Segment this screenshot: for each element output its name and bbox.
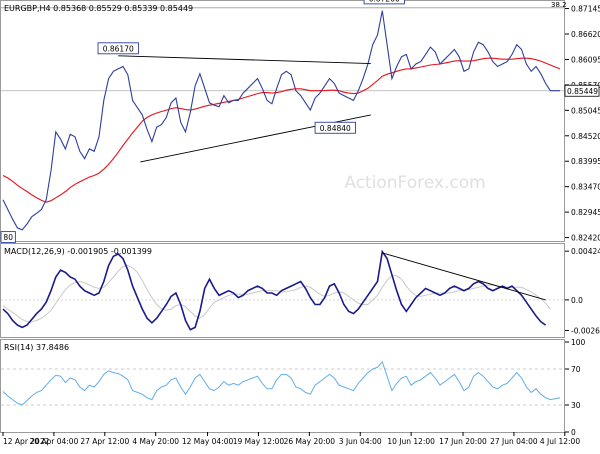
price-series-line <box>2 10 560 231</box>
macd-y-tick-label: -0.002667 <box>571 326 600 335</box>
ma-series-line <box>2 57 561 203</box>
price-y-tick-label: 0.83995 <box>571 157 600 166</box>
price-y-tick-label: 0.82420 <box>571 234 600 243</box>
annotation-label: 0.86170 <box>103 44 134 53</box>
x-tick-label: 3 Jun 04:00 <box>339 437 382 446</box>
rsi-header: RSI(14) 37.8486 <box>4 343 69 352</box>
x-tick-label: 12 May 04:00 <box>182 437 234 446</box>
rsi-y-tick-label: 70 <box>571 365 581 374</box>
macd-y-tick-label: 0.004248 <box>571 247 600 256</box>
macd-main-line <box>2 249 547 331</box>
x-tick-label: 27 Apr 12:00 <box>80 437 129 446</box>
current-price-box <box>564 84 600 97</box>
price-grid: 38.2 <box>1 1 567 92</box>
x-tick-label: 26 May 20:00 <box>284 437 336 446</box>
price-content: 0.86170 0.87200 0.84840 80 <box>0 0 561 244</box>
price-y-tick-label: 0.86620 <box>571 30 600 39</box>
x-tick-label: 17 Jun 20:00 <box>439 437 487 446</box>
annotation-label: 0.87200 <box>369 0 400 3</box>
annotation-label: 80 <box>3 233 13 242</box>
rsi-series-line <box>2 360 561 406</box>
annotation-label: 0.84840 <box>320 124 351 133</box>
price-header: EURGBP,H4 0.85368 0.85529 0.85339 0.8544… <box>4 4 193 13</box>
price-y-ticks: 0.871450.866200.860950.855700.850450.845… <box>564 5 600 243</box>
macd-content <box>1 249 564 331</box>
annotation-box <box>97 42 139 55</box>
macd-header: MACD(12,26,9) -0.001905 -0.001399 <box>4 247 152 256</box>
price-y-tick-label: 0.87145 <box>571 5 600 14</box>
x-tick-label: 27 Jun 04:00 <box>490 437 538 446</box>
triangle-upper-line <box>118 55 371 65</box>
macd-panel-frame <box>0 243 565 338</box>
x-tick-label: 10 Jun 12:00 <box>387 437 435 446</box>
x-tick-label: 20 Apr 04:00 <box>29 437 78 446</box>
x-tick-label: 19 May 12:00 <box>233 437 285 446</box>
x-tick-label: 4 May 20:00 <box>132 437 179 446</box>
rsi-panel-frame <box>0 339 565 433</box>
price-y-tick-label: 0.84520 <box>571 132 600 141</box>
x-tick-label: 4 Jul 12:00 <box>540 437 580 446</box>
current-price-label: 0.85449 <box>567 87 598 96</box>
price-y-tick-label: 0.82945 <box>571 208 600 217</box>
watermark: ActionForex.com <box>344 173 485 193</box>
annotation-box <box>363 0 405 5</box>
macd-y-ticks: 0.004248 0.0 -0.002667 <box>565 247 600 335</box>
price-y-tick-label: 0.83470 <box>571 183 600 192</box>
rsi-content <box>1 360 564 406</box>
macd-signal-line <box>2 264 551 323</box>
macd-y-tick-label: 0.0 <box>571 296 583 305</box>
price-panel-frame <box>0 0 565 242</box>
annotation-box <box>314 121 356 134</box>
rsi-y-ticks: 100 70 30 0 <box>565 338 586 437</box>
x-tick-label: 12 Apr 2022 <box>3 437 50 446</box>
price-y-tick-label: 0.85045 <box>571 106 600 115</box>
price-y-tick-label: 0.86095 <box>571 55 600 64</box>
macd-trendline <box>382 252 546 301</box>
rsi-y-tick-label: 30 <box>571 401 581 410</box>
fib-level-label: 38.2 <box>551 1 567 9</box>
rsi-y-tick-label: 0 <box>571 428 576 437</box>
rsi-y-tick-label: 100 <box>571 338 586 347</box>
annotation-box <box>0 231 16 244</box>
